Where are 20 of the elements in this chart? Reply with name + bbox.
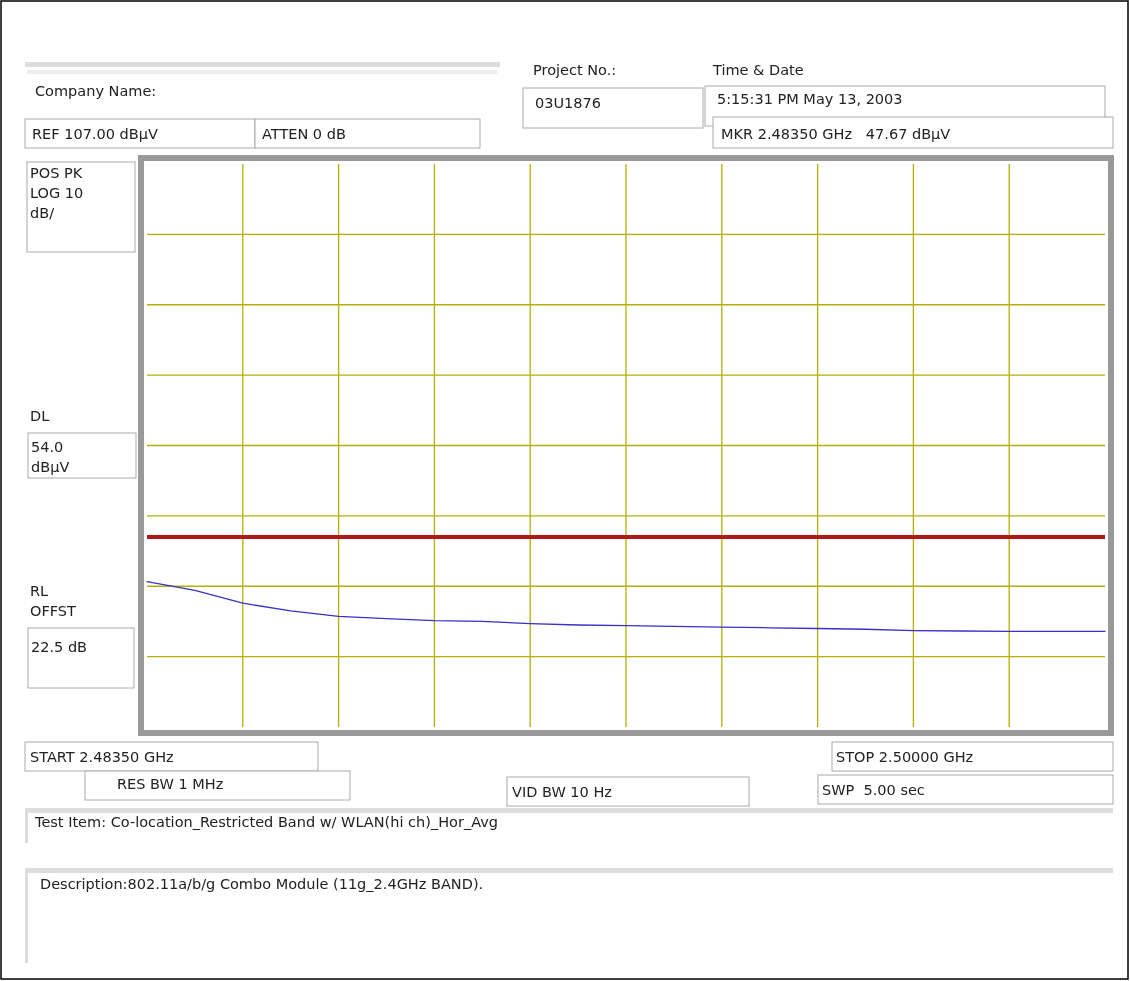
text: RL OFFST <box>30 583 77 619</box>
text: REF 107.00 dBµV <box>32 126 158 142</box>
text: SWP 5.00 sec <box>822 782 925 798</box>
text: 5:15:31 PM May 13, 2003 <box>717 91 903 107</box>
text: Test Item: Co-location_Restricted Band w/ WLAN(hi ch)_Hor_Avg <box>34 814 499 830</box>
text: VID BW 10 Hz <box>512 784 612 800</box>
text: Company Name: <box>35 83 157 99</box>
text: DL <box>30 408 50 424</box>
text: 54.0 dBµV <box>31 439 70 475</box>
text: 22.5 dB <box>31 639 88 655</box>
text: Time & Date <box>712 62 804 78</box>
text: MKR 2.48350 GHz 47.67 dBµV <box>721 126 951 142</box>
text: 03U1876 <box>535 95 601 111</box>
text: Project No.: <box>533 62 617 78</box>
text: STOP 2.50000 GHz <box>836 749 974 765</box>
text: ATTEN 0 dB <box>262 126 346 142</box>
text: Description:802.11a/b/g Combo Module (11g_2.4GHz BAND). <box>40 876 484 892</box>
text: START 2.48350 GHz <box>30 749 174 765</box>
text: POS PK LOG 10 dB/ <box>30 165 84 221</box>
text: RES BW 1 MHz <box>117 776 224 792</box>
